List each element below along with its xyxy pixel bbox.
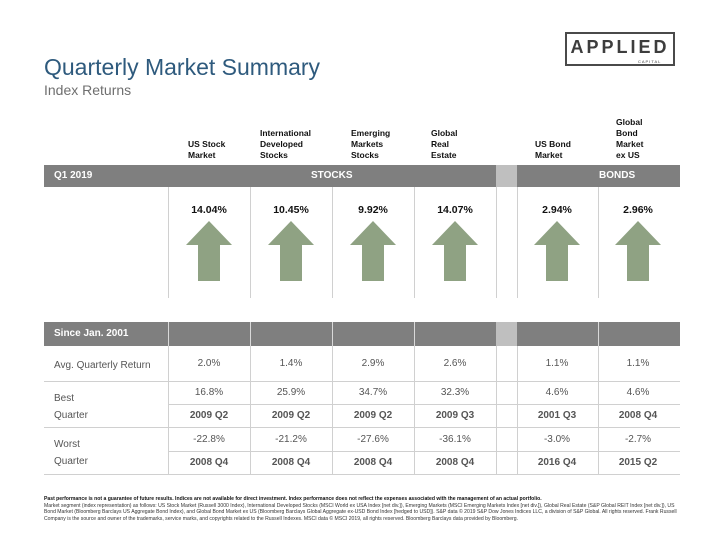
avg-us-bond: 1.1%	[545, 358, 569, 369]
return-emerging: 9.92%	[358, 204, 388, 216]
row-label-avg: Avg. Quarterly Return	[54, 360, 151, 371]
worst-quarter-global-real-estate: 2008 Q4	[435, 457, 475, 468]
stocks-label: STOCKS	[311, 170, 353, 181]
best-value-us-bond: 4.6%	[545, 387, 569, 398]
since-band: Since Jan. 2001	[44, 322, 680, 346]
worst-value-intl-developed: -21.2%	[275, 434, 307, 445]
grid-line	[598, 187, 599, 298]
quarter-band: Q1 2019 STOCKS BONDS	[44, 165, 680, 187]
grid-line	[332, 346, 333, 474]
avg-emerging: 2.9%	[361, 358, 385, 369]
column-header-global-bond: Global Bond Market ex US	[616, 117, 644, 160]
return-intl-developed: 10.45%	[273, 204, 309, 216]
row-label-worst: Worst Quarter	[54, 439, 88, 467]
best-quarter-emerging: 2009 Q2	[353, 410, 393, 421]
row-divider	[168, 404, 680, 405]
worst-quarter-global-bond: 2015 Q2	[618, 457, 658, 468]
avg-global-real-estate: 2.6%	[443, 358, 467, 369]
grid-line	[517, 187, 518, 298]
grid-line	[414, 346, 415, 474]
grid-line	[168, 346, 169, 474]
grid-line	[496, 187, 497, 298]
best-value-global-bond: 4.6%	[626, 387, 650, 398]
page-subtitle: Index Returns	[44, 82, 132, 98]
best-quarter-intl-developed: 2009 Q2	[271, 410, 311, 421]
grid-line	[332, 187, 333, 298]
disclaimer-text: Market segment (index representation) as…	[44, 502, 677, 522]
best-value-emerging: 34.7%	[358, 387, 388, 398]
up-arrow-icon	[268, 221, 314, 281]
up-arrow-icon	[186, 221, 232, 281]
band-divider	[598, 322, 599, 346]
return-global-real-estate: 14.07%	[437, 204, 473, 216]
worst-value-emerging: -27.6%	[357, 434, 389, 445]
up-arrow-icon	[350, 221, 396, 281]
up-arrow-icon	[534, 221, 580, 281]
up-arrow-icon	[615, 221, 661, 281]
avg-intl-developed: 1.4%	[279, 358, 303, 369]
grid-line	[168, 187, 169, 298]
logo-subtext: CAPITAL	[636, 59, 664, 64]
bonds-label: BONDS	[599, 170, 636, 181]
best-value-global-real-estate: 32.3%	[440, 387, 470, 398]
best-quarter-global-bond: 2008 Q4	[618, 410, 658, 421]
grid-line	[496, 346, 497, 474]
grid-line	[414, 187, 415, 298]
page-title: Quarterly Market Summary	[44, 54, 321, 80]
worst-value-us-bond: -3.0%	[543, 434, 571, 445]
disclaimer-footnote: Past performance is not a guarantee of f…	[44, 496, 684, 522]
worst-value-us-stock: -22.8%	[193, 434, 225, 445]
best-quarter-global-real-estate: 2009 Q3	[435, 410, 475, 421]
return-global-bond: 2.96%	[623, 204, 653, 216]
row-divider	[44, 427, 680, 428]
best-value-intl-developed: 25.9%	[276, 387, 306, 398]
company-logo: APPLIED CAPITAL	[565, 32, 675, 70]
worst-quarter-us-stock: 2008 Q4	[189, 457, 229, 468]
quarter-label: Q1 2019	[54, 170, 93, 181]
logo-wordmark: APPLIED	[570, 37, 670, 57]
band-separator	[496, 322, 517, 346]
grid-line	[517, 346, 518, 474]
column-header-global-real-estate: Global Real Estate	[431, 128, 458, 160]
grid-line	[598, 346, 599, 474]
avg-us-stock: 2.0%	[197, 358, 221, 369]
worst-quarter-us-bond: 2016 Q4	[537, 457, 577, 468]
best-quarter-us-bond: 2001 Q3	[537, 410, 577, 421]
logo-frame	[565, 32, 675, 66]
row-label-best: Best Quarter	[54, 393, 88, 421]
band-divider	[168, 322, 169, 346]
worst-quarter-emerging: 2008 Q4	[353, 457, 393, 468]
worst-value-global-bond: -2.7%	[624, 434, 652, 445]
band-separator	[496, 165, 517, 187]
avg-global-bond: 1.1%	[626, 358, 650, 369]
up-arrow-icon	[432, 221, 478, 281]
band-divider	[414, 322, 415, 346]
grid-line	[250, 187, 251, 298]
row-divider	[44, 381, 680, 382]
row-divider	[168, 451, 680, 452]
best-quarter-us-stock: 2009 Q2	[189, 410, 229, 421]
return-us-stock: 14.04%	[191, 204, 227, 216]
column-header-us-stock: US Stock Market	[188, 139, 226, 160]
grid-line	[250, 346, 251, 474]
since-label: Since Jan. 2001	[54, 328, 129, 339]
column-header-emerging: Emerging Markets Stocks	[351, 128, 391, 160]
worst-value-global-real-estate: -36.1%	[439, 434, 471, 445]
worst-quarter-intl-developed: 2008 Q4	[271, 457, 311, 468]
band-divider	[250, 322, 251, 346]
column-header-us-bond: US Bond Market	[535, 139, 571, 160]
best-value-us-stock: 16.8%	[194, 387, 224, 398]
column-header-intl-developed: International Developed Stocks	[260, 128, 312, 160]
disclaimer-bold: Past performance is not a guarantee of f…	[44, 496, 542, 502]
band-divider	[332, 322, 333, 346]
row-divider	[44, 474, 680, 475]
return-us-bond: 2.94%	[542, 204, 572, 216]
